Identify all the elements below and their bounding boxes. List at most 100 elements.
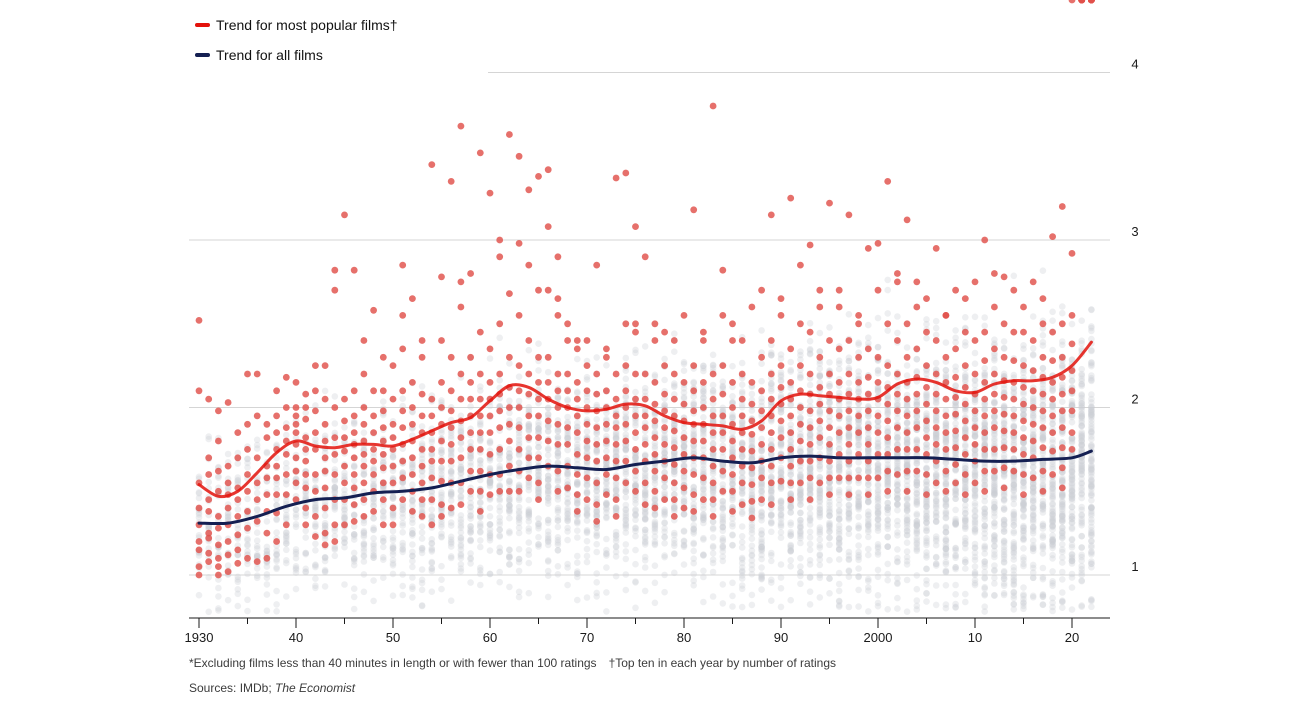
all-film-point: [341, 539, 348, 546]
all-film-point: [263, 543, 271, 551]
all-film-point: [709, 434, 717, 442]
all-film-point: [738, 453, 746, 461]
all-film-point: [360, 429, 368, 437]
all-film-point: [748, 435, 756, 443]
all-film-point: [738, 390, 746, 397]
all-film-point: [409, 529, 416, 537]
all-film-point: [855, 548, 862, 556]
all-film-point: [535, 485, 542, 492]
all-film-point: [544, 528, 552, 535]
all-film-point: [263, 591, 271, 598]
all-film-point: [360, 531, 368, 539]
all-film-point: [467, 537, 474, 545]
all-film-point: [991, 491, 998, 498]
all-film-point: [525, 511, 533, 519]
all-film-point: [845, 603, 853, 611]
all-film-point: [477, 581, 484, 589]
all-film-point: [700, 534, 707, 542]
all-film-point: [457, 524, 465, 532]
all-film-point: [380, 508, 387, 516]
all-film-point: [477, 418, 484, 426]
all-film-point: [360, 548, 368, 555]
all-film-point: [428, 513, 436, 521]
all-film-point: [768, 352, 775, 359]
all-film-point: [622, 375, 630, 383]
all-film-point: [903, 539, 911, 546]
all-film-point: [370, 482, 377, 490]
all-film-point: [661, 483, 668, 490]
all-film-point: [632, 472, 639, 480]
all-film-point: [515, 459, 523, 467]
all-film-point: [1000, 419, 1008, 427]
all-film-point: [486, 570, 494, 578]
all-film-point: [952, 327, 959, 334]
all-film-point: [700, 428, 707, 435]
all-film-point: [467, 494, 474, 502]
all-film-point: [574, 423, 581, 430]
all-film-point: [709, 387, 717, 394]
all-film-point: [700, 414, 707, 421]
all-film-point: [544, 472, 552, 480]
all-film-point: [622, 521, 630, 529]
all-film-point: [380, 537, 387, 545]
all-film-point: [574, 559, 581, 566]
all-film-point: [312, 562, 319, 569]
all-film-point: [719, 513, 727, 521]
all-film-point: [748, 542, 756, 550]
all-film-point: [797, 529, 804, 536]
all-film-point: [525, 449, 533, 457]
all-film-point: [350, 531, 358, 538]
all-film-point: [350, 463, 358, 470]
all-film-point: [447, 490, 455, 498]
all-film-point: [564, 505, 571, 513]
all-film-point: [234, 479, 242, 487]
all-film-point: [312, 582, 319, 589]
all-film-point: [312, 436, 319, 443]
all-film-point: [467, 462, 474, 470]
all-film-point: [632, 407, 639, 414]
all-film-point: [360, 552, 368, 559]
all-film-point: [991, 537, 998, 545]
all-film-point: [583, 397, 591, 405]
all-film-point: [428, 545, 436, 552]
all-film-point: [195, 532, 203, 539]
all-film-point: [215, 593, 222, 600]
all-film-point: [535, 488, 542, 496]
all-film-point: [496, 532, 504, 539]
all-film-point: [632, 510, 639, 518]
all-film-point: [564, 446, 571, 454]
all-film-point: [312, 584, 319, 592]
all-film-point: [845, 510, 853, 518]
all-film-point: [195, 509, 203, 516]
all-film-point: [700, 426, 707, 434]
all-film-point: [341, 503, 348, 510]
all-film-point: [253, 441, 261, 449]
all-film-point: [195, 494, 203, 502]
all-film-point: [341, 539, 348, 546]
all-film-point: [428, 536, 436, 543]
all-film-point: [224, 485, 232, 492]
all-film-point: [409, 548, 416, 556]
all-film-point: [622, 494, 630, 501]
all-film-point: [593, 589, 600, 597]
all-film-point: [729, 520, 736, 527]
all-film-point: [874, 314, 882, 322]
all-film-point: [360, 445, 368, 453]
all-film-point: [603, 433, 610, 440]
all-film-point: [680, 528, 688, 535]
all-film-point: [399, 522, 407, 529]
all-film-point: [418, 529, 426, 536]
all-film-point: [457, 487, 465, 495]
all-film-point: [612, 449, 620, 456]
all-film-point: [991, 437, 998, 445]
all-film-point: [622, 506, 630, 514]
all-film-point: [641, 509, 649, 517]
all-film-point: [641, 419, 649, 427]
all-film-point: [292, 569, 300, 576]
all-film-point: [777, 351, 785, 358]
all-film-point: [321, 554, 329, 562]
all-film-point: [574, 497, 581, 504]
all-film-point: [787, 368, 794, 375]
all-film-point: [380, 556, 387, 563]
all-film-point: [651, 524, 659, 531]
